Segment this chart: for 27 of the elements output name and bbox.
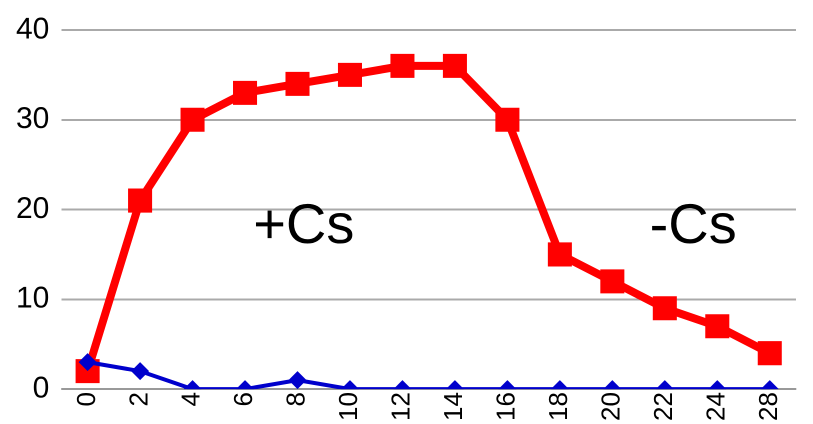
point (233, 80, 258, 105)
annotation: -Cs (650, 192, 737, 255)
y-tick-label: 10 (16, 282, 50, 315)
point (338, 62, 362, 87)
point (285, 72, 310, 96)
point (495, 108, 520, 132)
y-tick-label: 20 (16, 192, 50, 225)
x-tick-label: 28 (752, 392, 783, 421)
point (180, 108, 205, 132)
point (390, 54, 414, 78)
y-tick-label: 30 (16, 102, 50, 136)
x-tick-label: 10 (333, 392, 364, 421)
x-tick-label: 14 (438, 392, 468, 421)
x-tick-label: 4 (176, 392, 206, 407)
x-tick-label: 22 (648, 392, 678, 421)
point (442, 54, 467, 78)
x-tick-label: 8 (280, 392, 311, 407)
x-tick-label: 12 (386, 392, 416, 421)
annotation: +Cs (253, 192, 354, 255)
y-tick-label: 40 (16, 12, 50, 46)
x-tick-label: 16 (490, 392, 521, 421)
x-tick-label: 0 (70, 392, 101, 407)
x-tick-label: 6 (228, 392, 258, 407)
x-tick-label: 24 (700, 392, 730, 421)
x-tick-label: 20 (596, 392, 626, 421)
x-tick-label: 2 (123, 392, 154, 407)
x-tick-label: 18 (543, 392, 574, 421)
